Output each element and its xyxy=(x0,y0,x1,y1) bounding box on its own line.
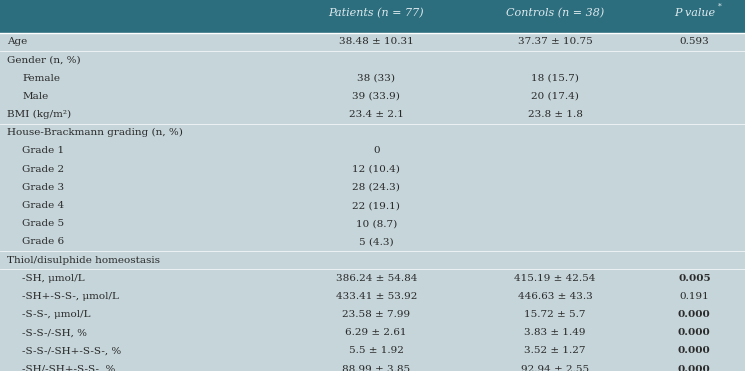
Text: 0.000: 0.000 xyxy=(678,310,711,319)
Text: 3.52 ± 1.27: 3.52 ± 1.27 xyxy=(524,347,586,355)
Text: 20 (17.4): 20 (17.4) xyxy=(531,92,579,101)
Text: Female: Female xyxy=(22,74,60,83)
Text: 12 (10.4): 12 (10.4) xyxy=(352,165,400,174)
Text: 0.593: 0.593 xyxy=(679,37,709,46)
Text: 38.48 ± 10.31: 38.48 ± 10.31 xyxy=(339,37,413,46)
Text: Controls (n = 38): Controls (n = 38) xyxy=(506,8,604,18)
Text: 0: 0 xyxy=(373,147,379,155)
Text: Grade 6: Grade 6 xyxy=(22,237,65,246)
Text: Age: Age xyxy=(7,37,28,46)
Text: 39 (33.9): 39 (33.9) xyxy=(352,92,400,101)
Text: -SH, μmol/L: -SH, μmol/L xyxy=(22,274,85,283)
Text: Gender (n, %): Gender (n, %) xyxy=(7,56,81,65)
Text: Grade 3: Grade 3 xyxy=(22,183,65,192)
Text: 5 (4.3): 5 (4.3) xyxy=(359,237,393,246)
Text: *: * xyxy=(717,2,722,10)
Text: 0.191: 0.191 xyxy=(679,292,709,301)
Text: 88.99 ± 3.85: 88.99 ± 3.85 xyxy=(342,365,410,371)
Text: Patients (n = 77): Patients (n = 77) xyxy=(329,8,424,18)
Text: 386.24 ± 54.84: 386.24 ± 54.84 xyxy=(335,274,417,283)
Text: Male: Male xyxy=(22,92,48,101)
Text: 23.4 ± 2.1: 23.4 ± 2.1 xyxy=(349,110,404,119)
Text: Thiol/disulphide homeostasis: Thiol/disulphide homeostasis xyxy=(7,256,160,265)
Text: 38 (33): 38 (33) xyxy=(357,74,396,83)
Text: -SH/-SH+-S-S-, %: -SH/-SH+-S-S-, % xyxy=(22,365,115,371)
Text: 0.005: 0.005 xyxy=(678,274,711,283)
Text: -S-S-/-SH+-S-S-, %: -S-S-/-SH+-S-S-, % xyxy=(22,347,121,355)
Text: 5.5 ± 1.92: 5.5 ± 1.92 xyxy=(349,347,404,355)
Text: BMI (kg/m²): BMI (kg/m²) xyxy=(7,110,72,119)
Text: 0.000: 0.000 xyxy=(678,328,711,337)
Text: 415.19 ± 42.54: 415.19 ± 42.54 xyxy=(514,274,596,283)
Text: Grade 1: Grade 1 xyxy=(22,147,65,155)
Text: 92.94 ± 2.55: 92.94 ± 2.55 xyxy=(521,365,589,371)
Text: 37.37 ± 10.75: 37.37 ± 10.75 xyxy=(518,37,592,46)
Text: 6.29 ± 2.61: 6.29 ± 2.61 xyxy=(346,328,407,337)
Text: P value: P value xyxy=(673,8,715,18)
Text: -S-S-, μmol/L: -S-S-, μmol/L xyxy=(22,310,91,319)
Text: 28 (24.3): 28 (24.3) xyxy=(352,183,400,192)
Text: Grade 4: Grade 4 xyxy=(22,201,65,210)
Text: -S-S-/-SH, %: -S-S-/-SH, % xyxy=(22,328,87,337)
Text: 23.8 ± 1.8: 23.8 ± 1.8 xyxy=(527,110,583,119)
Text: 18 (15.7): 18 (15.7) xyxy=(531,74,579,83)
Text: 10 (8.7): 10 (8.7) xyxy=(355,219,397,228)
Text: Grade 5: Grade 5 xyxy=(22,219,65,228)
Text: 0.000: 0.000 xyxy=(678,347,711,355)
Bar xyxy=(0,0,745,33)
Text: Grade 2: Grade 2 xyxy=(22,165,65,174)
Text: 23.58 ± 7.99: 23.58 ± 7.99 xyxy=(342,310,410,319)
Text: 0.000: 0.000 xyxy=(678,365,711,371)
Text: -SH+-S-S-, μmol/L: -SH+-S-S-, μmol/L xyxy=(22,292,119,301)
Text: 22 (19.1): 22 (19.1) xyxy=(352,201,400,210)
Text: House-Brackmann grading (n, %): House-Brackmann grading (n, %) xyxy=(7,128,183,137)
Text: 446.63 ± 43.3: 446.63 ± 43.3 xyxy=(518,292,592,301)
Text: 433.41 ± 53.92: 433.41 ± 53.92 xyxy=(335,292,417,301)
Text: 3.83 ± 1.49: 3.83 ± 1.49 xyxy=(524,328,586,337)
Text: 15.72 ± 5.7: 15.72 ± 5.7 xyxy=(524,310,586,319)
